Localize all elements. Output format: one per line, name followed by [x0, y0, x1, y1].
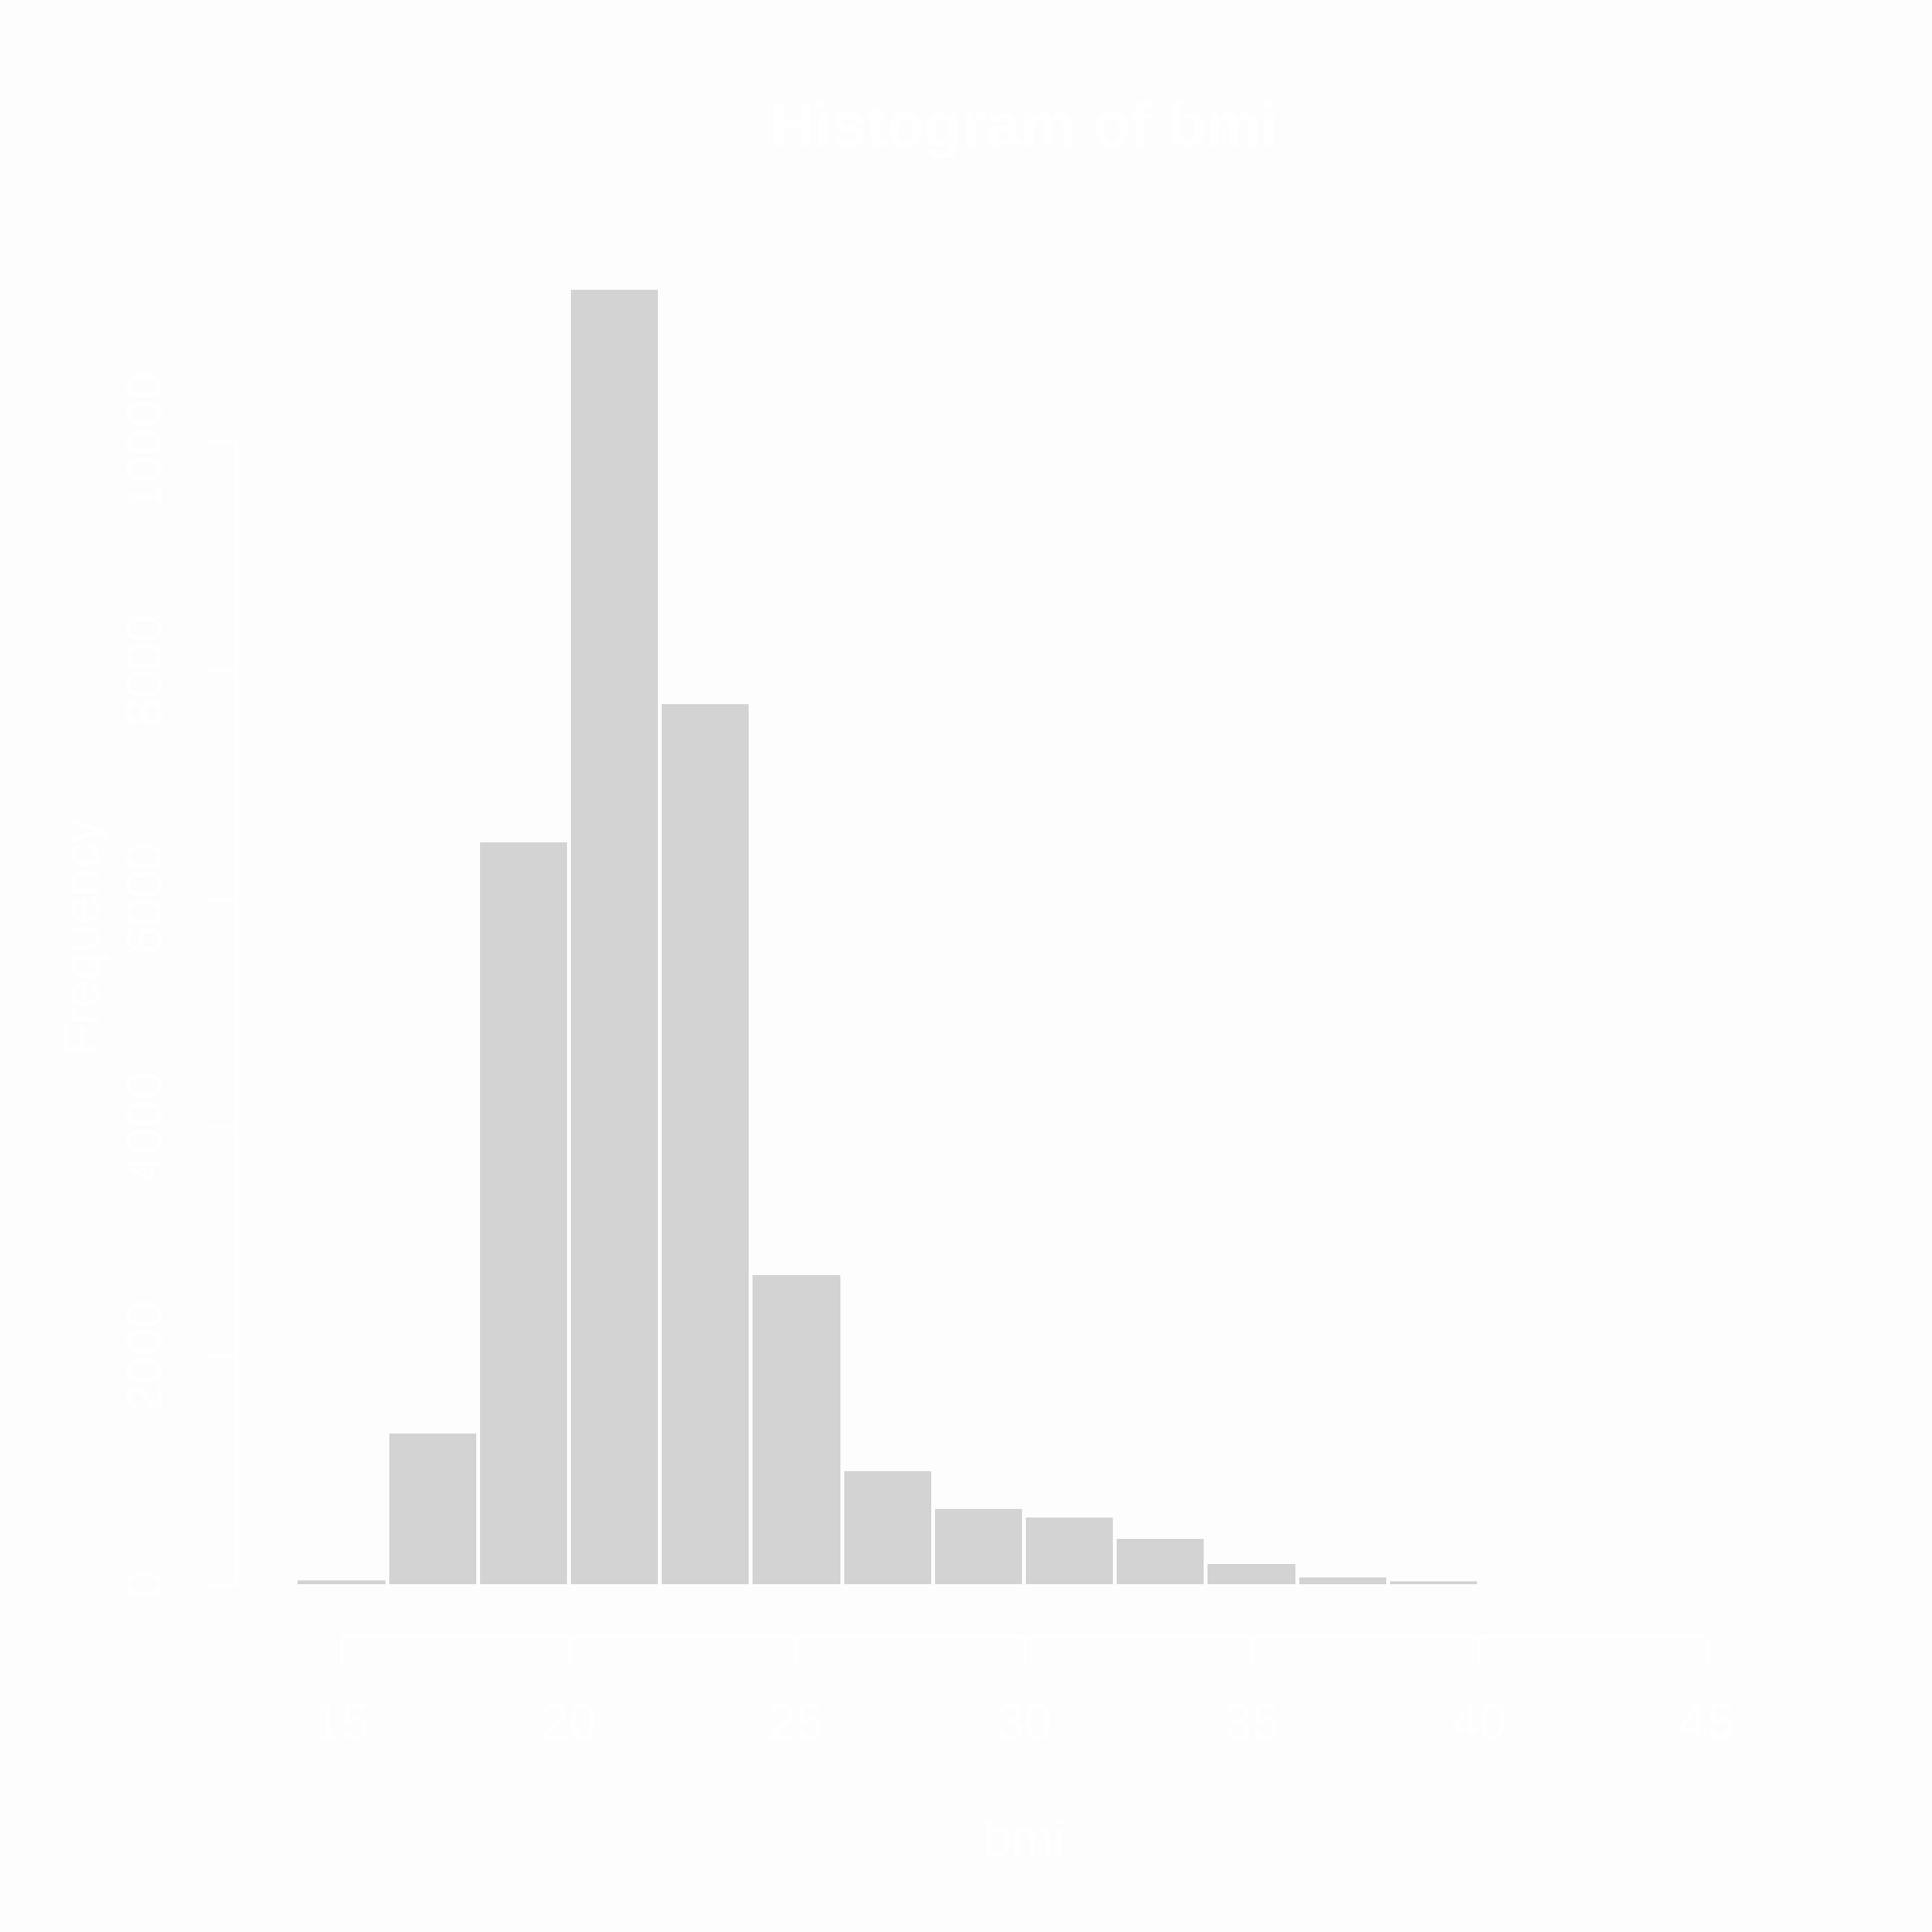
y-tick-label: 0 — [117, 1570, 173, 1599]
bar-28-30 — [935, 1509, 1022, 1584]
x-tick — [1706, 1638, 1709, 1665]
bar-14-16 — [298, 1580, 385, 1584]
x-tick — [1251, 1638, 1254, 1665]
x-tick-label: 30 — [996, 1694, 1052, 1750]
x-tick-label: 25 — [768, 1694, 824, 1750]
y-tick — [209, 1583, 236, 1586]
bar-22-24 — [662, 704, 749, 1584]
bar-32-34 — [1117, 1539, 1204, 1584]
x-tick-label: 40 — [1451, 1694, 1507, 1750]
y-tick — [209, 440, 236, 443]
x-axis-label: bmi — [983, 1811, 1065, 1867]
bar-18-20 — [480, 842, 567, 1584]
x-tick-label: 15 — [313, 1694, 369, 1750]
y-axis-line — [236, 441, 239, 1586]
y-tick-label: 6000 — [117, 842, 173, 954]
y-tick — [209, 897, 236, 900]
bar-20-22 — [571, 290, 658, 1584]
y-tick — [209, 669, 236, 672]
y-tick — [209, 1355, 236, 1358]
x-tick — [1478, 1638, 1481, 1665]
y-tick-label: 10000 — [117, 371, 173, 512]
y-tick-label: 2000 — [117, 1300, 173, 1412]
bar-30-32 — [1026, 1518, 1113, 1584]
x-tick-label: 45 — [1679, 1694, 1735, 1750]
y-tick-label: 8000 — [117, 614, 173, 726]
bar-34-36 — [1208, 1564, 1295, 1584]
chart-title: Histogram of bmi — [769, 90, 1279, 159]
x-tick-label: 20 — [541, 1694, 597, 1750]
bar-16-18 — [389, 1434, 476, 1584]
y-tick-label: 4000 — [117, 1071, 173, 1183]
y-tick — [209, 1126, 236, 1129]
x-tick — [340, 1638, 343, 1665]
bar-24-26 — [753, 1275, 840, 1584]
x-tick — [795, 1638, 798, 1665]
bar-36-38 — [1299, 1577, 1386, 1584]
x-axis-line — [341, 1635, 1707, 1638]
bar-38-40 — [1390, 1581, 1477, 1584]
x-tick — [1023, 1638, 1026, 1665]
x-tick-label: 35 — [1224, 1694, 1280, 1750]
x-tick — [568, 1638, 571, 1665]
bar-26-28 — [844, 1471, 931, 1584]
